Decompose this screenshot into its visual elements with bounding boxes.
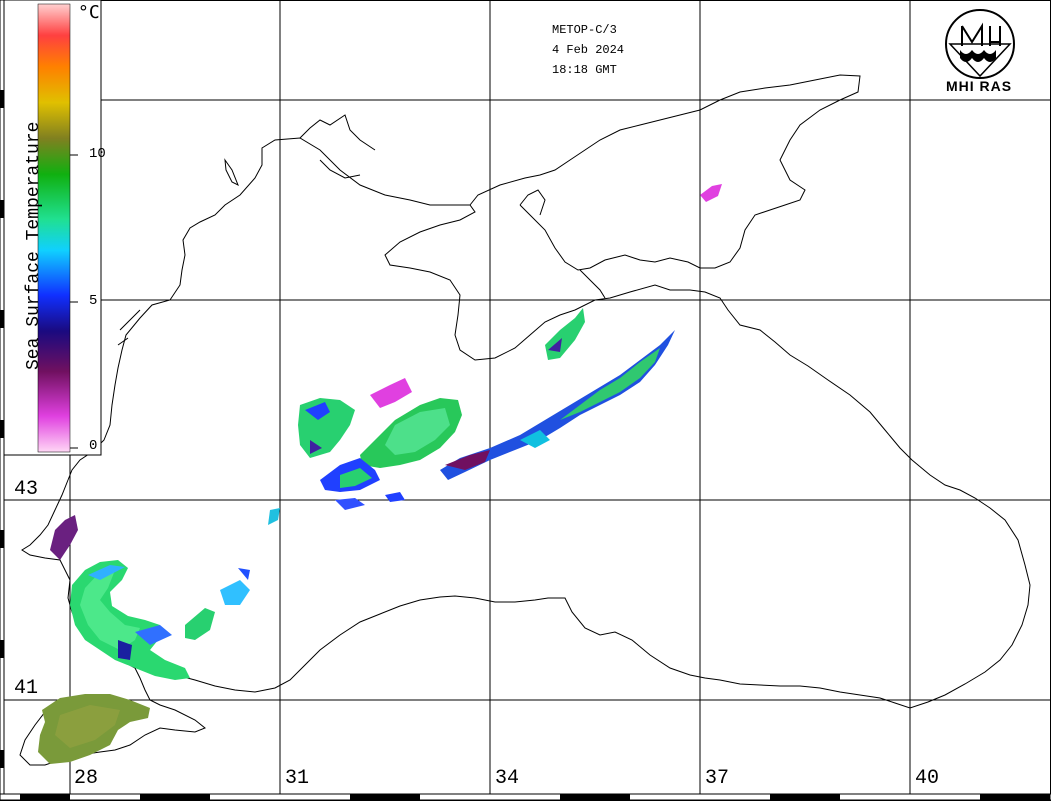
sst-scale	[3, 0, 102, 456]
sst-title: Sea Surface Temperature	[24, 122, 44, 370]
mhi-ras-logo-icon	[945, 9, 1015, 79]
lon-label-37: 37	[705, 767, 730, 790]
lat-label-41: 41	[14, 677, 39, 700]
scale-tick-10: 10	[89, 146, 106, 162]
svg-text:Sea Surface Temperature: Sea Surface Temperature	[24, 122, 44, 370]
lon-label-31: 31	[285, 767, 310, 790]
unit-label: °C	[78, 2, 100, 23]
time-label: 18:18 GMT	[552, 63, 617, 77]
satellite-label: METOP-C/3	[552, 23, 617, 37]
lon-label-28: 28	[74, 767, 99, 790]
lon-label-34: 34	[495, 767, 520, 790]
bottom-ruler	[0, 793, 1051, 801]
scale-tick-0: 0	[89, 438, 98, 454]
sst-patches	[38, 184, 722, 764]
coastline	[19, 74, 1031, 766]
date-label: 4 Feb 2024	[552, 43, 625, 57]
left-ruler	[0, 0, 5, 801]
lon-label-40: 40	[915, 767, 940, 790]
lat-label-43: 43	[14, 478, 39, 501]
scale-tick-5: 5	[89, 293, 98, 309]
logo-text: MHI RAS	[946, 78, 1013, 94]
